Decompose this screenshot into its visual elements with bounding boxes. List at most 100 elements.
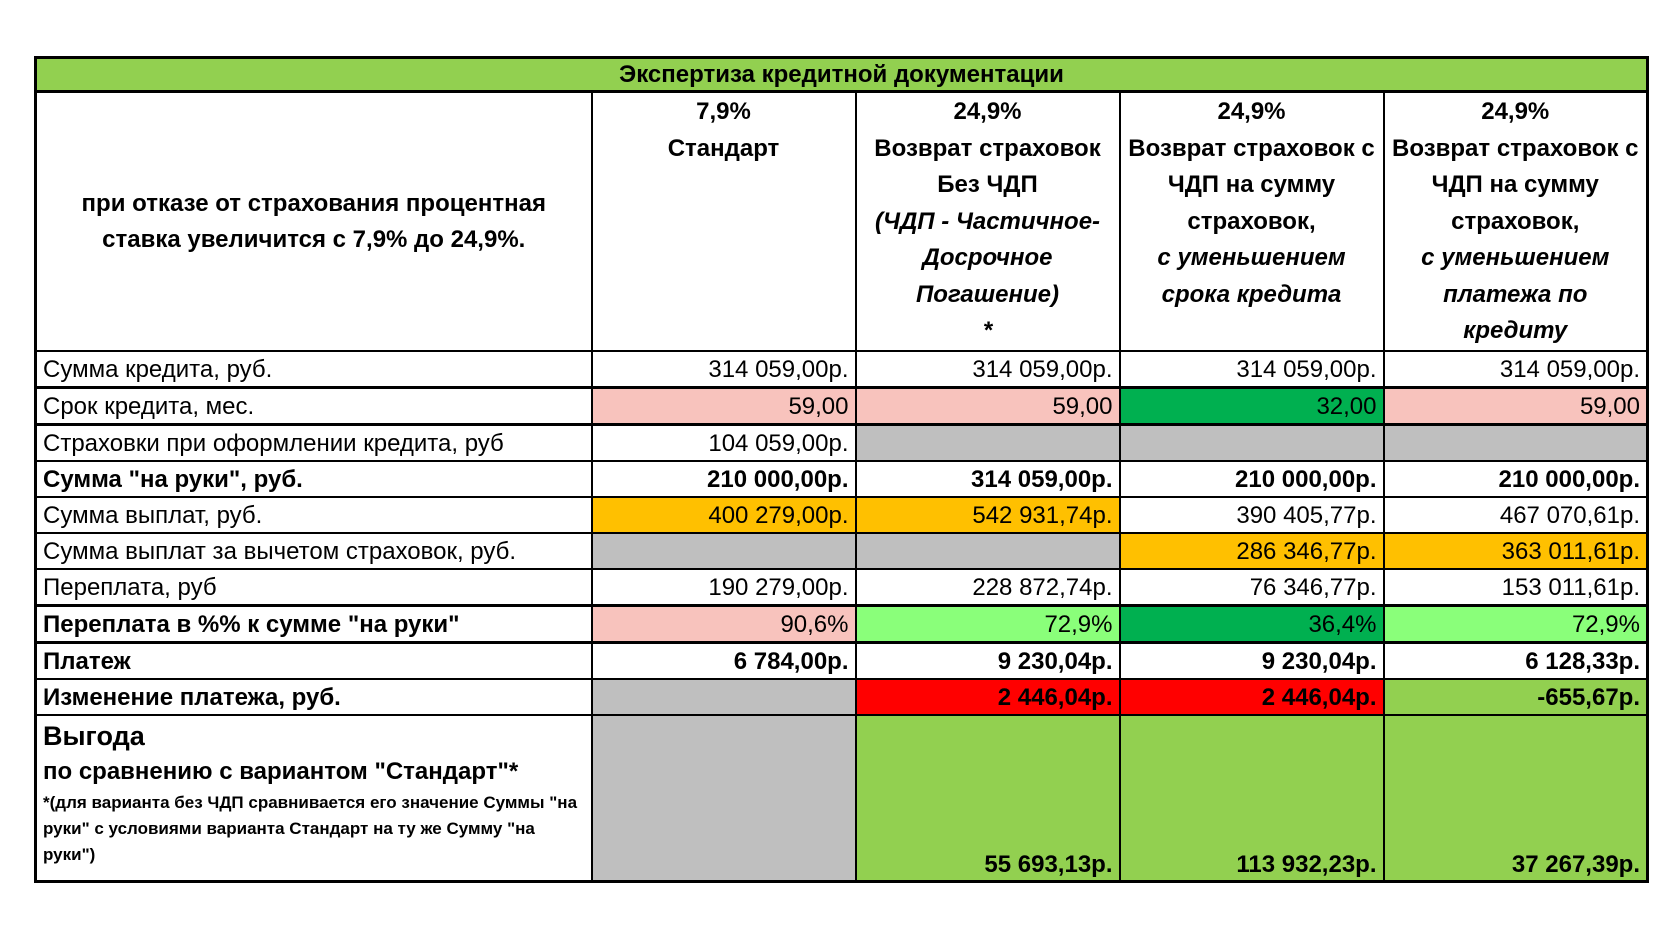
row-label: Переплата, руб	[34, 568, 593, 607]
header-rate: 7,9%	[696, 98, 751, 125]
row-value-col-4: 314 059,00р.	[1382, 350, 1649, 389]
header-rate: 24,9%	[953, 98, 1022, 125]
row-value-col-3: 210 000,00р.	[1118, 460, 1385, 498]
row-value-col-3: 2 446,04р.	[1118, 678, 1385, 716]
table-row: Сумма "на руки", руб. 210 000,00р. 314 059…	[34, 460, 1649, 498]
header-description-text: при отказе от страхования процентная ста…	[81, 190, 546, 253]
header-italic-line: (ЧДП - Частичное-	[874, 207, 1101, 235]
header-line: Стандарт	[667, 134, 780, 162]
row-value-col-4: 59,00	[1382, 386, 1649, 426]
benefit-label: Выгода по сравнению с вариантом "Стандарт…	[34, 714, 593, 883]
benefit-title: Выгода	[43, 721, 145, 751]
row-value-col-3: 76 346,77р.	[1118, 568, 1385, 607]
row-value-col-1	[590, 532, 857, 570]
header-line: страховок,	[1187, 207, 1316, 235]
row-value-col-1: 400 279,00р.	[590, 496, 857, 534]
row-value-col-3: 390 405,77р.	[1118, 496, 1385, 534]
table-title-row: Экспертиза кредитной документации	[34, 56, 1649, 93]
row-label: Страховки при оформлении кредита, руб	[34, 423, 593, 462]
row-value-col-4: 210 000,00р.	[1382, 460, 1649, 498]
row-value-col-2: 72,9%	[854, 604, 1121, 644]
header-row: при отказе от страхования процентная ста…	[34, 90, 1649, 352]
row-value-col-2: 2 446,04р.	[854, 678, 1121, 716]
header-line: ЧДП на сумму	[1431, 171, 1599, 198]
table-row: Сумма выплат, руб. 400 279,00р. 542 931,74…	[34, 496, 1649, 534]
row-value-col-4: 72,9%	[1382, 604, 1649, 644]
benefit-value-col-4: 37 267,39р.	[1382, 714, 1649, 883]
row-label: Переплата в %% к сумме "на руки"	[34, 604, 593, 644]
header-line: Без ЧДП	[937, 171, 1038, 198]
row-value-col-3	[1118, 423, 1385, 462]
table-row: Переплата, руб 190 279,00р. 228 872,74р. 76…	[34, 568, 1649, 607]
credit-expertise-table-wrapper: Экспертиза кредитной документации при от…	[34, 56, 1649, 883]
header-col-1: 7,9% Стандарт	[590, 90, 857, 352]
header-line: Возврат страховок с	[1392, 134, 1639, 162]
header-col-4: 24,9% Возврат страховок с ЧДП на сумму стра…	[1382, 90, 1649, 352]
header-italic-line: с уменьшением	[1421, 244, 1610, 271]
row-value-col-2: 59,00	[854, 386, 1121, 426]
benefit-sub: по сравнению с вариантом "Стандарт"*	[43, 758, 519, 785]
table-title: Экспертиза кредитной документации	[34, 56, 1649, 93]
row-value-col-1: 6 784,00р.	[590, 641, 857, 680]
row-value-col-4: -655,67р.	[1382, 678, 1649, 716]
row-label: Сумма выплат, руб.	[34, 496, 593, 534]
table-row: Сумма выплат за вычетом страховок, руб. 2…	[34, 532, 1649, 570]
header-rate: 24,9%	[1481, 98, 1550, 125]
row-label: Сумма выплат за вычетом страховок, руб.	[34, 532, 593, 570]
header-italic-line: Погашение)	[916, 280, 1059, 308]
header-line: страховок,	[1451, 207, 1580, 235]
row-value-col-1	[590, 678, 857, 716]
row-value-col-1: 104 059,00р.	[590, 423, 857, 462]
row-value-col-2: 314 059,00р.	[854, 460, 1121, 498]
row-value-col-4: 153 011,61р.	[1382, 568, 1649, 607]
row-value-col-3: 286 346,77р.	[1118, 532, 1385, 570]
benefit-note: *(для варианта без ЧДП сравнивается его …	[43, 793, 578, 864]
table-row: Изменение платежа, руб. 2 446,04р. 2 446,0…	[34, 678, 1649, 716]
row-value-col-3: 32,00	[1118, 386, 1385, 426]
table-row: Страховки при оформлении кредита, руб 104…	[34, 423, 1649, 462]
row-value-col-1: 210 000,00р.	[590, 460, 857, 498]
benefit-value-col-2: 55 693,13р.	[854, 714, 1121, 883]
row-value-col-4: 363 011,61р.	[1382, 532, 1649, 570]
row-value-col-4	[1382, 423, 1649, 462]
row-value-col-1: 90,6%	[590, 604, 857, 644]
row-value-col-4: 467 070,61р.	[1382, 496, 1649, 534]
header-italic-line: срока кредита	[1161, 280, 1342, 308]
header-description: при отказе от страхования процентная ста…	[34, 90, 593, 352]
row-value-col-2: 228 872,74р.	[854, 568, 1121, 607]
header-note: *	[982, 317, 993, 344]
benefit-value-col-1	[590, 714, 857, 883]
credit-expertise-table: Экспертиза кредитной документации при от…	[34, 56, 1649, 883]
header-col-3: 24,9% Возврат страховок с ЧДП на сумму стра…	[1118, 90, 1385, 352]
row-value-col-2	[854, 423, 1121, 462]
row-value-col-1: 314 059,00р.	[590, 350, 857, 389]
row-label: Сумма кредита, руб.	[34, 350, 593, 389]
header-line: ЧДП на сумму	[1167, 171, 1336, 198]
row-value-col-2: 9 230,04р.	[854, 641, 1121, 680]
header-col-2: 24,9% Возврат страховок Без ЧДП (ЧДП - Част…	[854, 90, 1121, 352]
header-rate: 24,9%	[1217, 98, 1286, 125]
table-row: Платеж 6 784,00р. 9 230,04р. 9 230,04р. 6 12…	[34, 641, 1649, 680]
row-value-col-2	[854, 532, 1121, 570]
header-line: Возврат страховок	[874, 134, 1101, 162]
row-value-col-4: 6 128,33р.	[1382, 641, 1649, 680]
row-label: Сумма "на руки", руб.	[34, 460, 593, 498]
benefit-row: Выгода по сравнению с вариантом "Стандарт…	[34, 714, 1649, 883]
header-italic-line: платежа по	[1443, 280, 1588, 308]
header-line: Возврат страховок с	[1128, 134, 1375, 162]
row-label: Изменение платежа, руб.	[34, 678, 593, 716]
table-row: Переплата в %% к сумме "на руки" 90,6% 72,…	[34, 604, 1649, 644]
benefit-value-col-3: 113 932,23р.	[1118, 714, 1385, 883]
header-italic-line: Досрочное	[922, 244, 1053, 271]
row-value-col-1: 59,00	[590, 386, 857, 426]
header-italic-line: кредиту	[1463, 317, 1568, 344]
row-value-col-3: 9 230,04р.	[1118, 641, 1385, 680]
row-value-col-1: 190 279,00р.	[590, 568, 857, 607]
row-value-col-3: 314 059,00р.	[1118, 350, 1385, 389]
row-value-col-3: 36,4%	[1118, 604, 1385, 644]
row-value-col-2: 314 059,00р.	[854, 350, 1121, 389]
row-label: Платеж	[34, 641, 593, 680]
row-label: Срок кредита, мес.	[34, 386, 593, 426]
table-row: Сумма кредита, руб. 314 059,00р. 314 059,0…	[34, 350, 1649, 389]
header-italic-line: с уменьшением	[1157, 244, 1346, 271]
